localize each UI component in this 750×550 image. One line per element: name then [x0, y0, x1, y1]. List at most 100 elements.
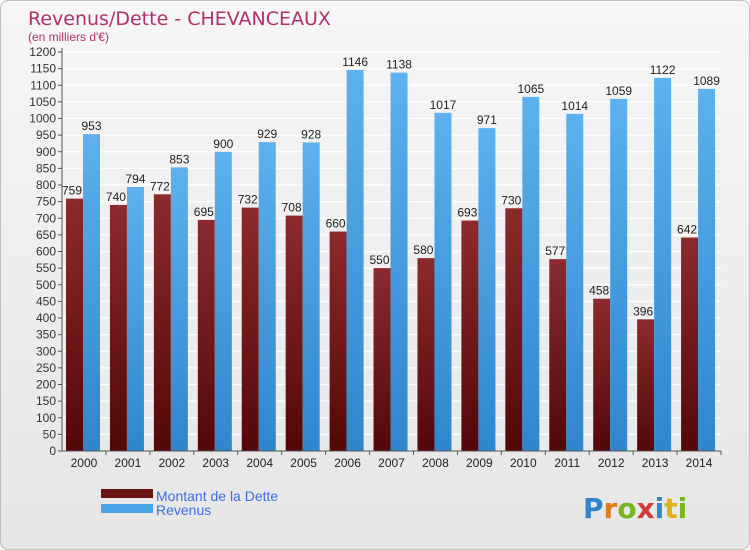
x-tick-label: 2003	[202, 456, 229, 470]
data-label-dette: 730	[501, 193, 521, 207]
axes	[61, 48, 721, 452]
data-label-dette: 550	[370, 253, 390, 267]
y-tick-label: 50	[43, 427, 57, 441]
data-label-dette: 660	[326, 217, 346, 231]
data-label-dette: 396	[633, 304, 653, 318]
y-tick-label: 1100	[30, 78, 56, 92]
data-label-revenus: 929	[257, 127, 277, 141]
bar-revenus	[522, 96, 540, 451]
data-label-dette: 708	[282, 201, 302, 215]
data-labels: 759 953 740 794 772 853 695 900 732 929 708 928 660 1…	[62, 55, 720, 318]
bar-revenus	[610, 98, 628, 451]
chart-title: Revenus/Dette - CHEVANCEAUX	[28, 8, 331, 30]
data-label-dette: 458	[589, 284, 609, 298]
y-tick-label: 800	[36, 178, 56, 192]
bar-dette	[285, 215, 303, 451]
logo-text: Proxiti	[583, 492, 687, 525]
y-axis-ticks: 0 50 100 150 200 250 300 350 400 450 500 550 600 650 7…	[29, 45, 62, 458]
chart-subtitle: (en milliers d'€)	[28, 30, 109, 44]
legend-label-revenus: Revenus	[156, 502, 211, 518]
x-tick-label: 2001	[115, 456, 142, 470]
data-label-dette: 759	[62, 184, 82, 198]
bar-dette	[637, 319, 655, 451]
data-label-revenus: 971	[477, 113, 497, 127]
y-tick-label: 450	[36, 294, 56, 308]
data-label-revenus: 1122	[650, 63, 676, 77]
bar-dette	[66, 198, 83, 451]
bar-revenus	[434, 112, 452, 451]
data-label-dette: 695	[194, 205, 214, 219]
bar-dette	[197, 219, 215, 451]
data-label-dette: 740	[106, 190, 126, 204]
bar-revenus	[346, 69, 364, 451]
bar-dette	[109, 204, 127, 451]
y-tick-label: 200	[36, 378, 56, 392]
bar-revenus	[698, 88, 716, 451]
y-tick-label: 150	[36, 394, 56, 408]
x-tick-label: 2002	[158, 456, 185, 470]
x-tick-label: 2005	[290, 456, 317, 470]
data-label-revenus: 1146	[342, 55, 368, 69]
bar-revenus	[478, 128, 496, 451]
data-label-revenus: 953	[81, 119, 101, 133]
legend: Montant de la Dette Revenus	[101, 488, 278, 518]
x-tick-label: 2004	[246, 456, 273, 470]
data-label-revenus: 1089	[693, 74, 720, 88]
y-tick-label: 250	[36, 361, 56, 375]
bar-dette	[549, 259, 567, 451]
y-tick-label: 1050	[29, 95, 56, 109]
x-axis-ticks: 2000 2001 2002 2003 2004 2005 2006 2007 2008 2009…	[71, 451, 722, 470]
data-label-dette: 693	[457, 206, 477, 220]
x-tick-label: 2000	[71, 456, 98, 470]
x-tick-label: 2006	[334, 456, 361, 470]
bar-revenus	[302, 142, 320, 451]
y-tick-label: 900	[36, 145, 56, 159]
x-tick-label: 2008	[422, 456, 449, 470]
y-tick-label: 700	[36, 211, 56, 225]
bar-dette	[329, 231, 347, 451]
data-label-revenus: 1138	[386, 58, 412, 72]
bar-dette	[593, 298, 611, 451]
bar-revenus	[566, 113, 584, 451]
data-label-revenus: 1014	[561, 99, 588, 113]
data-label-dette: 577	[545, 244, 565, 258]
bar-revenus	[214, 151, 232, 451]
y-tick-label: 950	[36, 128, 56, 142]
data-label-revenus: 1017	[430, 98, 457, 112]
proxiti-logo: Proxiti	[583, 492, 687, 525]
x-tick-label: 2013	[642, 456, 669, 470]
bars	[66, 69, 716, 452]
bar-dette	[373, 268, 391, 451]
y-tick-label: 550	[36, 261, 56, 275]
bar-dette	[461, 220, 479, 451]
bar-dette	[241, 207, 259, 451]
x-tick-label: 2009	[466, 456, 493, 470]
bar-dette	[505, 208, 523, 451]
y-tick-label: 0	[49, 444, 56, 458]
y-tick-label: 750	[36, 195, 56, 209]
x-tick-label: 2012	[598, 456, 625, 470]
y-tick-label: 850	[36, 161, 56, 175]
data-label-revenus: 794	[125, 172, 145, 186]
bar-revenus	[390, 72, 408, 452]
legend-label-dette: Montant de la Dette	[156, 488, 278, 504]
y-tick-label: 500	[36, 278, 56, 292]
data-label-revenus: 1059	[605, 84, 632, 98]
y-tick-label: 300	[36, 344, 56, 358]
bar-revenus	[126, 186, 144, 451]
legend-swatch-revenus	[101, 504, 153, 513]
x-tick-label: 2007	[378, 456, 405, 470]
data-label-dette: 732	[238, 193, 258, 207]
y-tick-label: 350	[36, 328, 56, 342]
y-tick-label: 100	[36, 411, 56, 425]
bar-dette	[153, 194, 171, 451]
y-tick-label: 600	[36, 245, 56, 259]
y-tick-label: 650	[36, 228, 56, 242]
x-tick-label: 2011	[554, 456, 580, 470]
x-tick-label: 2010	[510, 456, 537, 470]
x-tick-label: 2014	[686, 456, 713, 470]
bar-revenus	[654, 77, 672, 451]
data-label-dette: 642	[677, 223, 697, 237]
